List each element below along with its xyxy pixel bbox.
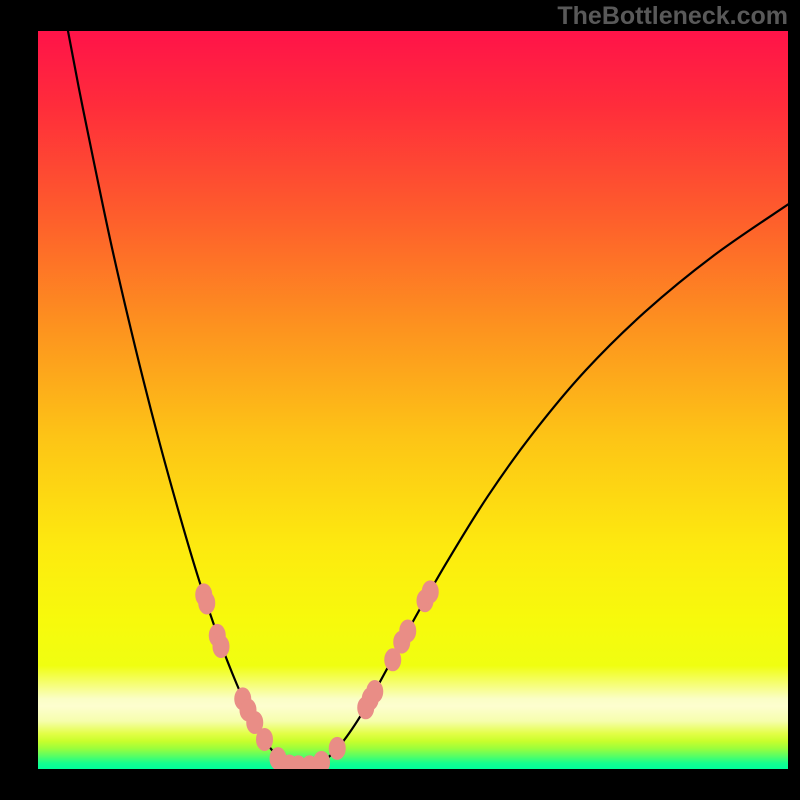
data-marker bbox=[213, 635, 229, 657]
data-marker bbox=[199, 592, 215, 614]
data-marker bbox=[314, 751, 330, 769]
chart-frame bbox=[0, 0, 800, 800]
data-marker bbox=[367, 681, 383, 703]
data-marker bbox=[329, 737, 345, 759]
data-marker bbox=[400, 620, 416, 642]
data-marker bbox=[422, 581, 438, 603]
data-marker bbox=[257, 728, 273, 750]
plot-svg bbox=[38, 31, 788, 769]
plot-background bbox=[38, 31, 788, 769]
watermark-text: TheBottleneck.com bbox=[557, 2, 788, 31]
